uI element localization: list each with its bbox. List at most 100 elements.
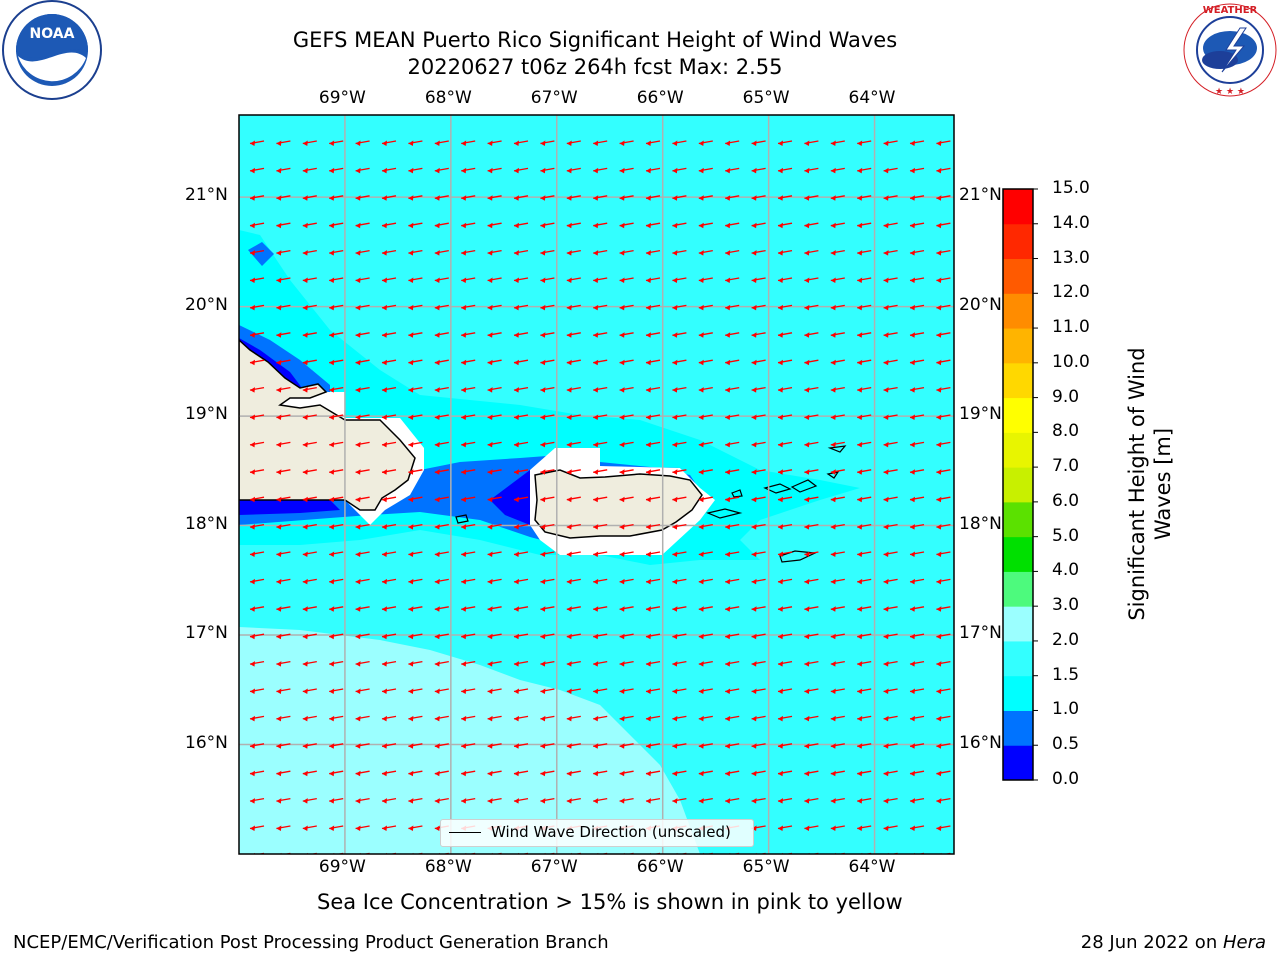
wave-arrow-head: [250, 606, 255, 612]
wave-arrow-head: [672, 304, 678, 311]
wave-arrow-head: [857, 441, 863, 448]
wave-arrow-head: [698, 332, 704, 338]
wave-arrow-head: [672, 524, 678, 530]
wave-arrow-head: [461, 798, 467, 804]
wave-arrow-head: [725, 441, 731, 448]
svg-text:★ ★ ★: ★ ★ ★: [1215, 87, 1245, 97]
wave-arrow-head: [302, 359, 308, 366]
lat-label-right: 18°N: [959, 513, 1002, 534]
wave-arrow-head: [329, 140, 335, 146]
wave-arrow-head: [302, 578, 308, 585]
wave-arrow-head: [910, 414, 915, 420]
wave-arrow-head: [408, 798, 414, 804]
wave-arrow-head: [857, 304, 863, 311]
wave-arrow-head: [329, 332, 335, 338]
wave-arrow-head: [250, 798, 255, 804]
wave-arrow-head: [276, 524, 282, 530]
wave-arrow-head: [250, 140, 255, 146]
wave-arrow-head: [910, 633, 915, 640]
wave-arrow-head: [751, 524, 757, 530]
wave-arrow-head: [857, 140, 863, 146]
wave-arrow-head: [857, 524, 863, 530]
wave-arrow-head: [329, 414, 335, 420]
wave-arrow-head: [698, 387, 704, 393]
wave-arrow-head: [329, 469, 335, 475]
wave-arrow-head: [355, 578, 361, 585]
wave-arrow-head: [329, 387, 335, 393]
wave-arrow-head: [804, 606, 810, 612]
wave-arrow-head: [883, 414, 889, 420]
wave-arrow-head: [646, 524, 651, 530]
legend: Wind Wave Direction (unscaled): [440, 819, 754, 847]
wave-arrow-head: [302, 222, 308, 229]
wave-arrow-head: [566, 606, 572, 612]
wave-arrow-head: [751, 715, 757, 722]
wave-arrow-head: [672, 496, 678, 503]
lat-label-left: 21°N: [185, 185, 228, 206]
wave-arrow-head: [487, 770, 493, 777]
wave-arrow-head: [778, 551, 783, 557]
wave-arrow-head: [910, 167, 915, 174]
wave-arrow-head: [461, 524, 467, 530]
wave-arrow-head: [302, 798, 308, 804]
wave-arrow-head: [355, 524, 361, 530]
wave-arrow-head: [276, 743, 282, 749]
wave-arrow-head: [329, 222, 335, 229]
wave-arrow-head: [487, 578, 493, 585]
wave-arrow-head: [672, 441, 678, 448]
wave-arrow-head: [778, 496, 783, 503]
wave-arrow-head: [355, 359, 361, 366]
wave-arrow-head: [883, 688, 889, 694]
wave-arrow-head: [540, 167, 546, 174]
wave-arrow-head: [487, 661, 493, 667]
wave-arrow-head: [355, 825, 361, 831]
wave-arrow-head: [804, 715, 810, 722]
wave-arrow-head: [540, 414, 546, 420]
wave-arrow-head: [804, 359, 810, 366]
culebra-island: [731, 489, 743, 498]
wave-arrow-head: [830, 414, 836, 420]
wave-arrow-head: [804, 661, 810, 667]
wave-arrow-head: [329, 633, 335, 640]
wave-arrow-head: [646, 332, 651, 338]
wave-arrow-head: [514, 606, 519, 612]
wave-arrow-head: [276, 715, 282, 722]
wave-arrow-head: [355, 304, 361, 311]
wave-arrow-head: [329, 770, 335, 777]
wave-arrow-head: [302, 661, 308, 667]
sea-ice-caption: Sea Ice Concentration > 15% is shown in …: [317, 890, 903, 914]
wave-arrow-head: [566, 359, 572, 366]
wave-arrow-head: [698, 606, 704, 612]
colorbar-tick-label: 8.0: [1052, 421, 1080, 442]
wave-arrow-head: [619, 387, 625, 393]
wave-arrow-head: [672, 798, 678, 804]
wave-arrow-head: [910, 688, 915, 694]
wave-arrow-head: [672, 414, 678, 420]
wave-arrow-head: [883, 222, 889, 229]
wave-arrow-head: [250, 661, 255, 667]
wave-arrow-head: [593, 578, 599, 585]
wave-arrow-head: [276, 496, 282, 503]
wave-arrow-head: [566, 688, 572, 694]
wave-arrow-head: [593, 167, 599, 174]
wave-arrow-head: [751, 551, 757, 557]
wave-arrow-head: [487, 743, 493, 749]
wave-arrow-head: [566, 250, 572, 256]
wave-arrow-head: [672, 387, 678, 393]
wave-arrow-head: [382, 140, 387, 146]
wave-arrow-head: [408, 441, 414, 448]
lat-label-left: 16°N: [185, 732, 228, 753]
wave-arrow-head: [302, 743, 308, 749]
wave-arrow-head: [883, 578, 889, 585]
wave-arrow-head: [778, 277, 783, 283]
wave-arrow-head: [382, 578, 387, 585]
wave-arrow-head: [619, 578, 625, 585]
lon-label-bottom: 68°W: [424, 857, 472, 877]
wave-arrow-head: [302, 277, 308, 283]
wave-arrow-head: [302, 715, 308, 722]
wave-arrow-head: [910, 798, 915, 804]
wave-arrow-head: [408, 688, 414, 694]
wave-arrow-head: [883, 167, 889, 174]
colorbar-swatch: [1003, 293, 1033, 329]
wave-arrow-head: [751, 661, 757, 667]
